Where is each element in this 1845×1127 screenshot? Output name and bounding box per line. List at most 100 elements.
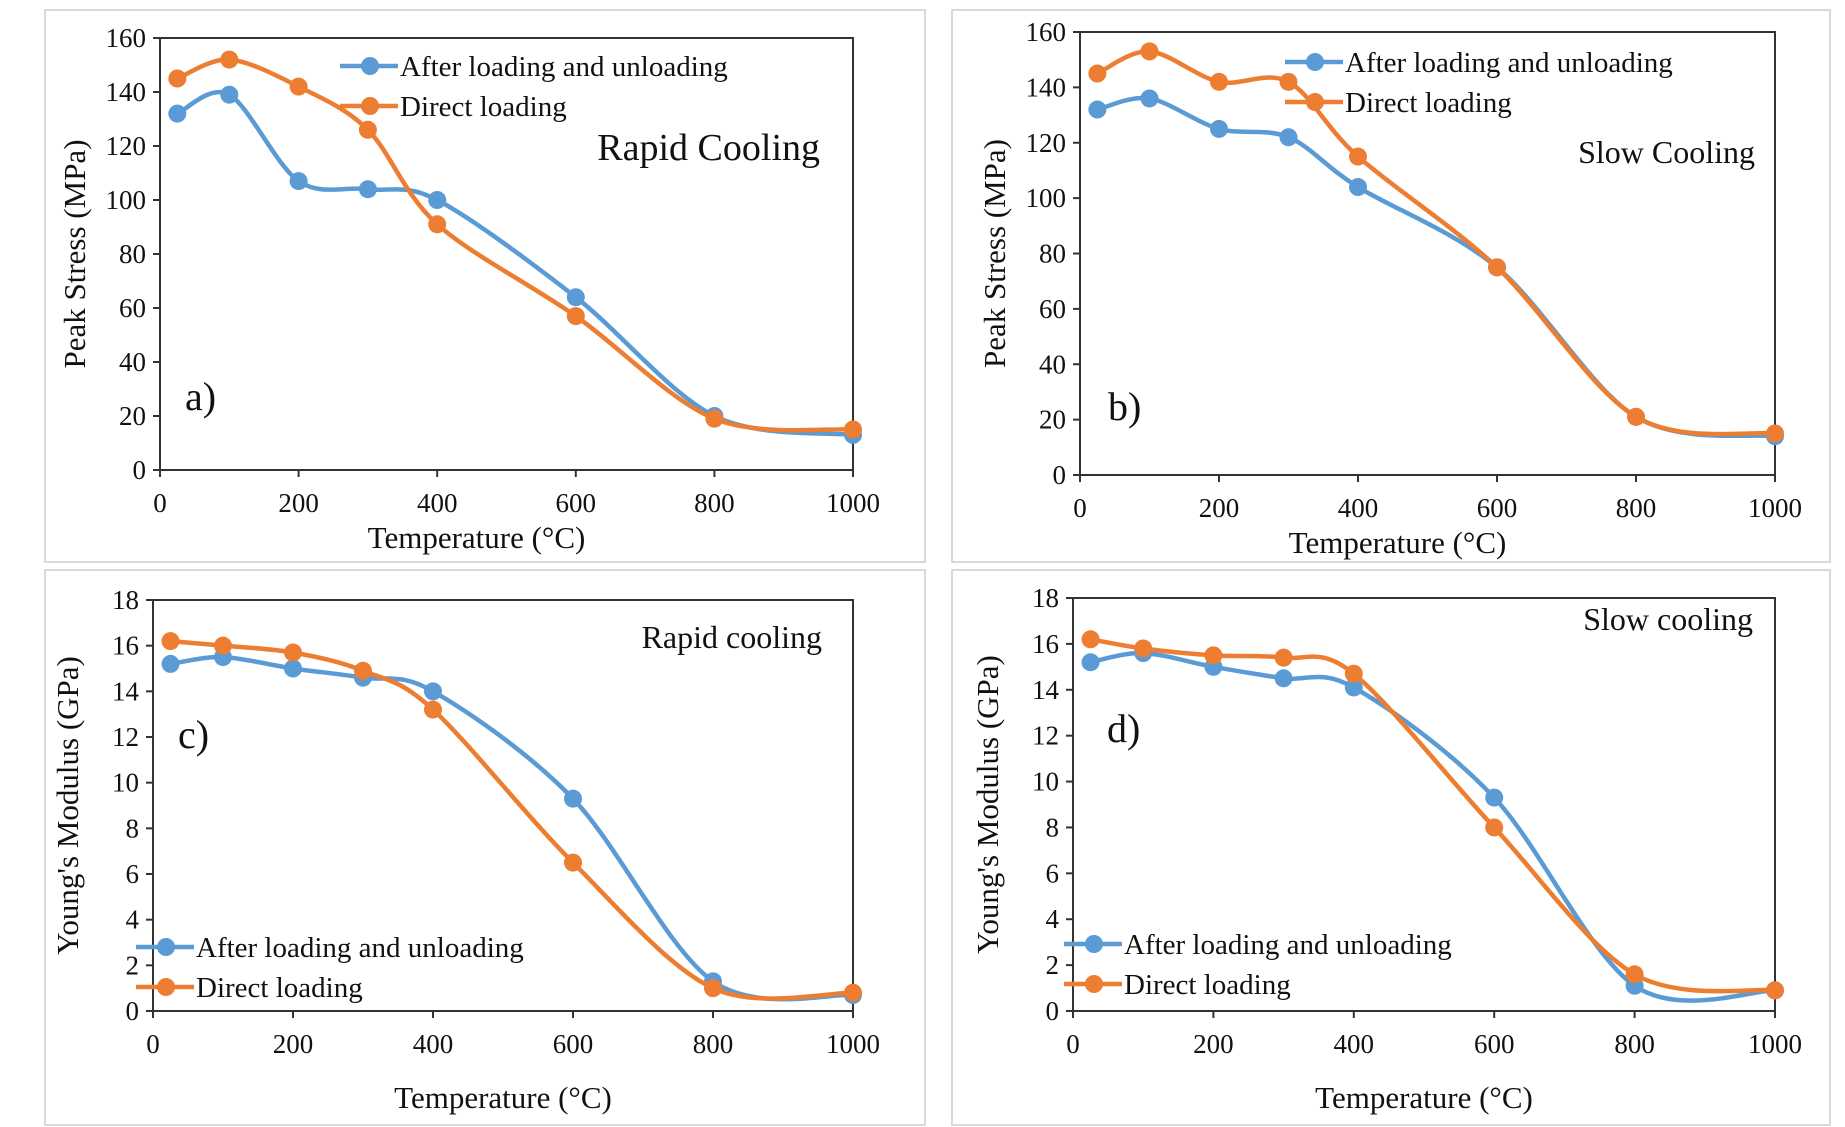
x-tick-label: 600 [1477,493,1518,523]
data-point-series-1 [1485,818,1504,837]
x-tick-label: 1000 [826,1029,880,1059]
data-point-series-1 [1088,64,1107,83]
x-tick-label: 400 [1334,1029,1375,1059]
y-tick-label: 160 [1026,17,1067,47]
chart-annotation: Rapid Cooling [597,127,820,169]
panel-label: b) [1108,384,1141,429]
y-tick-label: 6 [1046,858,1060,888]
y-tick-label: 12 [112,722,139,752]
x-tick-label: 0 [1066,1029,1080,1059]
data-point-series-1 [1488,258,1506,277]
data-point-series-0 [358,180,377,199]
y-tick-label: 18 [1032,583,1059,613]
y-tick-label: 2 [126,950,140,980]
plot-area-border [152,599,854,1012]
data-point-series-1 [1134,639,1153,658]
x-axis-label: Temperature (°C) [1289,525,1507,560]
x-axis-label: Temperature (°C) [1315,1080,1533,1115]
data-point-series-1 [844,983,862,1002]
x-tick-label: 600 [1474,1029,1515,1059]
x-tick-label: 200 [273,1029,314,1059]
x-tick-label: 600 [556,488,597,518]
y-tick-label: 160 [106,23,147,53]
data-point-series-0 [1274,669,1293,688]
y-tick-label: 20 [119,401,146,431]
data-point-series-0 [1210,119,1228,138]
data-point-series-1 [705,409,724,428]
data-point-series-1 [1766,981,1784,1000]
y-tick-label: 0 [1053,460,1067,490]
legend-marker [1085,935,1103,953]
data-point-series-0 [1279,128,1298,147]
chart-panel-1: 0 200 400 600 800 1000 0 20 40 60 80 100 120 140 160 Te… [951,9,1831,563]
data-point-series-0 [1088,100,1107,119]
y-tick-label: 60 [119,293,146,323]
y-tick-label: 120 [1026,128,1067,158]
y-tick-label: 0 [133,455,147,485]
legend-marker [1085,975,1103,993]
data-point-series-0 [284,659,302,678]
panel-label: d) [1107,706,1140,751]
legend-label: After loading and unloading [1124,929,1452,961]
data-point-series-1 [1081,630,1100,649]
data-point-series-0 [220,85,239,104]
x-tick-label: 200 [278,488,319,518]
chart-annotation: Slow Cooling [1578,134,1755,170]
y-tick-label: 10 [1032,767,1059,797]
data-point-series-1 [284,643,302,662]
data-point-series-1 [1274,648,1293,667]
panel-label: a) [185,374,216,419]
x-tick-label: 800 [1614,1029,1655,1059]
y-tick-label: 14 [1032,675,1060,705]
y-tick-label: 16 [112,631,139,661]
chart-panel-2: 0 200 400 600 800 1000 0 2 4 6 8 10 12 14 16 18 Temperat… [44,569,926,1126]
legend-label: After loading and unloading [1345,47,1673,79]
y-tick-label: 18 [112,585,139,615]
x-tick-label: 200 [1193,1029,1234,1059]
data-point-series-1 [214,636,232,655]
data-point-series-1 [220,50,239,69]
data-point-series-1 [1349,147,1367,166]
y-tick-label: 40 [119,347,146,377]
legend-marker [1306,53,1324,71]
data-point-series-1 [424,700,442,719]
data-point-series-1 [161,632,180,651]
data-point-series-1 [1766,424,1784,443]
y-axis-label: Peak Stress (MPa) [977,139,1012,368]
data-point-series-1 [1204,646,1223,665]
x-axis-label: Temperature (°C) [368,520,586,555]
data-point-series-0 [1485,788,1504,807]
y-tick-label: 40 [1039,349,1066,379]
y-tick-label: 4 [1046,904,1060,934]
data-point-series-1 [168,69,187,88]
y-tick-label: 16 [1032,629,1059,659]
data-point-series-1 [564,853,582,872]
x-tick-label: 400 [1338,493,1379,523]
x-tick-label: 400 [417,488,458,518]
y-axis-label: Young's Modulus (GPa) [970,655,1005,954]
data-point-series-1 [1210,72,1228,91]
x-axis-label: Temperature (°C) [394,1080,612,1115]
x-tick-label: 1000 [1748,493,1802,523]
x-tick-label: 400 [413,1029,454,1059]
data-point-series-1 [354,661,372,680]
chart-annotation: Slow cooling [1583,601,1753,637]
data-point-series-1 [358,120,377,139]
y-tick-label: 120 [106,131,147,161]
x-tick-label: 800 [1616,493,1657,523]
y-tick-label: 100 [106,185,147,215]
data-point-series-1 [704,979,722,998]
x-tick-label: 200 [1199,493,1240,523]
panel-label: c) [178,712,209,757]
legend-label: Direct loading [400,91,567,123]
x-tick-label: 0 [1073,493,1087,523]
data-point-series-1 [566,307,585,326]
panel-frame [44,569,926,1126]
plot-area-border [1072,597,1776,1012]
x-tick-label: 800 [694,488,735,518]
x-tick-label: 800 [693,1029,734,1059]
x-tick-label: 1000 [826,488,880,518]
data-point-series-1 [289,77,308,96]
legend-marker [361,97,379,115]
